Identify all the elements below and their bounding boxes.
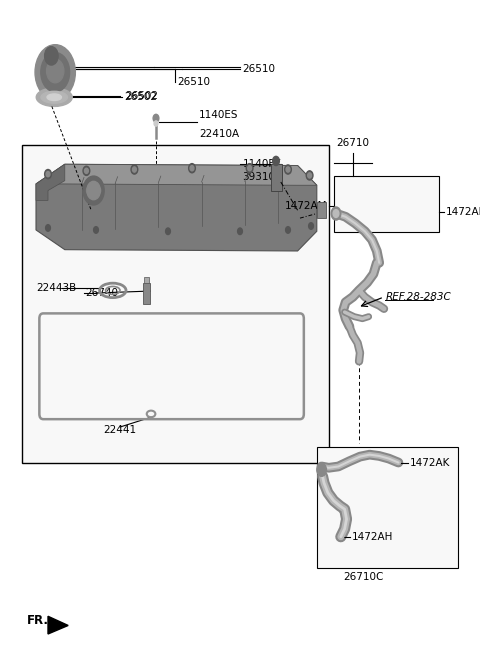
Text: 26502: 26502 (124, 92, 157, 102)
Text: 39310H: 39310H (242, 172, 283, 183)
Text: 1472AH: 1472AH (352, 532, 393, 542)
Polygon shape (36, 164, 317, 185)
Polygon shape (36, 164, 317, 251)
Text: 26710C: 26710C (343, 572, 384, 582)
Circle shape (309, 223, 313, 229)
Text: FR.: FR. (26, 614, 48, 627)
Circle shape (83, 176, 104, 205)
Circle shape (331, 207, 341, 220)
Text: 1472AK: 1472AK (409, 457, 450, 468)
Text: 1472AM: 1472AM (285, 200, 327, 211)
Bar (317, 447, 458, 568)
Circle shape (45, 47, 58, 65)
Circle shape (306, 171, 313, 180)
Polygon shape (36, 164, 65, 200)
Circle shape (46, 171, 50, 177)
Text: 26502: 26502 (125, 91, 158, 101)
Text: 26740: 26740 (85, 288, 119, 298)
Circle shape (45, 170, 51, 179)
Ellipse shape (86, 185, 101, 196)
Text: 22443B: 22443B (36, 283, 76, 294)
Text: 22410A: 22410A (199, 129, 240, 139)
Text: 26510: 26510 (178, 77, 211, 87)
Circle shape (248, 166, 252, 171)
Circle shape (189, 164, 195, 173)
Circle shape (317, 463, 326, 476)
Bar (143, 283, 150, 304)
Text: 1472AK: 1472AK (445, 207, 480, 217)
Circle shape (238, 228, 242, 235)
Circle shape (246, 164, 253, 173)
Bar (334, 176, 439, 232)
Circle shape (333, 210, 339, 217)
Circle shape (166, 228, 170, 235)
Ellipse shape (47, 94, 61, 101)
Text: 1140ES: 1140ES (199, 110, 239, 120)
Circle shape (83, 166, 90, 175)
Circle shape (87, 181, 100, 200)
Circle shape (84, 168, 88, 173)
Circle shape (154, 121, 158, 126)
Circle shape (285, 165, 291, 174)
Circle shape (308, 173, 312, 178)
Bar (22, 145, 329, 463)
Text: 26510: 26510 (242, 64, 276, 74)
Circle shape (286, 227, 290, 233)
Polygon shape (48, 616, 68, 634)
Text: REF.28-283C: REF.28-283C (385, 292, 451, 302)
Circle shape (35, 45, 75, 100)
Circle shape (153, 114, 159, 122)
Circle shape (286, 167, 290, 172)
Bar (317, 202, 326, 218)
Ellipse shape (41, 91, 67, 103)
Text: 26710: 26710 (336, 139, 369, 148)
Ellipse shape (36, 88, 72, 106)
Bar (271, 164, 282, 191)
Text: 1140FY: 1140FY (242, 159, 281, 170)
Circle shape (41, 53, 70, 92)
Circle shape (190, 166, 194, 171)
Circle shape (132, 167, 136, 172)
Circle shape (47, 59, 64, 83)
Bar (144, 277, 149, 283)
Text: 22441: 22441 (103, 425, 136, 436)
Circle shape (273, 156, 279, 166)
Circle shape (46, 225, 50, 231)
Circle shape (131, 165, 138, 174)
Circle shape (94, 227, 98, 233)
